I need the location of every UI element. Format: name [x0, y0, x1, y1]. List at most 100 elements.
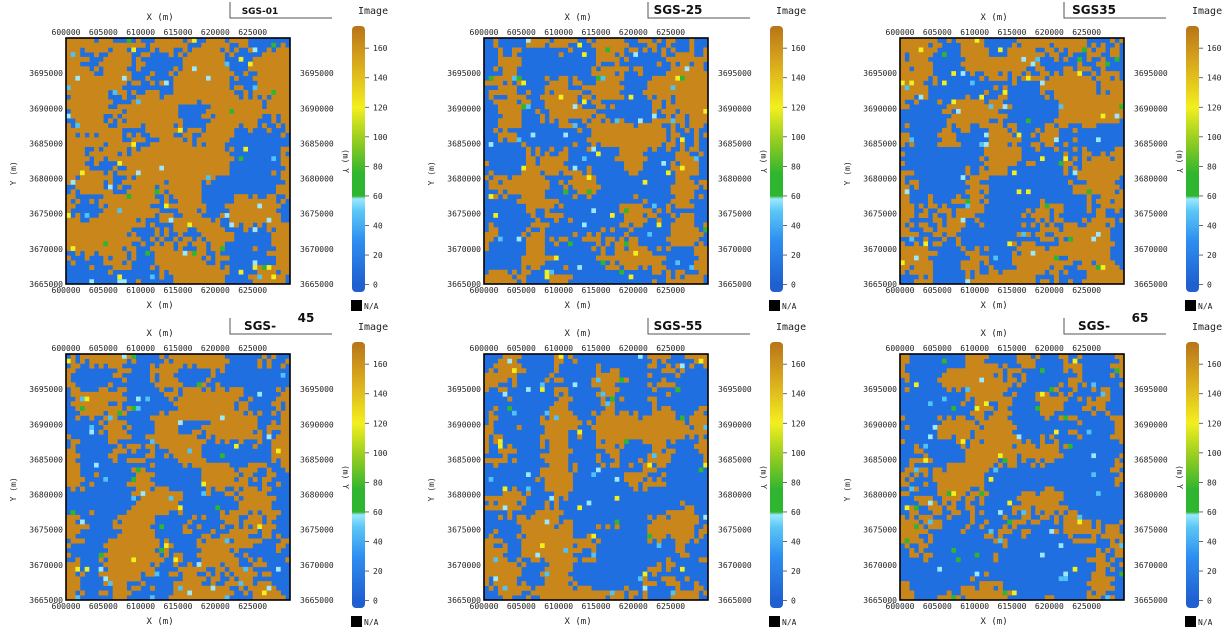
x-tick-top: 600000: [470, 28, 499, 37]
map-panel-4: 600000 600000 605000 605000 610000 610000 6150…: [9, 311, 388, 627]
x-tick-bottom: 610000: [544, 286, 573, 295]
y-tick-right: 3690000: [300, 420, 334, 429]
colorbar-title: Image: [776, 6, 806, 17]
y-tick-right: 3685000: [300, 139, 334, 148]
x-tick-top: 620000: [201, 28, 230, 37]
y-tick-right: 3675000: [300, 526, 334, 535]
y-tick-right: 3690000: [1134, 104, 1168, 113]
y-tick-right: 3675000: [1134, 526, 1168, 535]
y-tick-left: 3680000: [29, 491, 63, 500]
x-tick-bottom: 600000: [52, 602, 81, 611]
panel-title: SGS-55: [654, 319, 703, 333]
colorbar-tick: 60: [373, 508, 383, 517]
x-tick-top: 610000: [544, 28, 573, 37]
title-bracket: [1063, 318, 1166, 335]
y-tick-right: 3685000: [1134, 139, 1168, 148]
colorbar-tick: 60: [791, 192, 801, 201]
x-tick-bottom: 620000: [1035, 602, 1064, 611]
x-tick-bottom: 620000: [201, 602, 230, 611]
x-tick-bottom: 600000: [470, 602, 499, 611]
x-tick-bottom: 610000: [960, 602, 989, 611]
x-tick-bottom: 625000: [1072, 286, 1101, 295]
map-panel-5: 600000 600000 605000 605000 610000 610000 6150…: [427, 318, 806, 627]
x-tick-top: 615000: [582, 28, 611, 37]
y-tick-right: 3665000: [300, 280, 334, 289]
colorbar-tick: 40: [1207, 222, 1217, 231]
y-tick-right: 3690000: [718, 104, 752, 113]
x-tick-bottom: 605000: [923, 602, 952, 611]
x-tick-top: 610000: [960, 28, 989, 37]
x-tick-bottom: 615000: [998, 286, 1027, 295]
x-tick-top: 605000: [923, 28, 952, 37]
colorbar-tick: 0: [1207, 597, 1212, 606]
y-tick-left: 3695000: [29, 69, 63, 78]
x-tick-bottom: 600000: [470, 286, 499, 295]
colorbar-title: Image: [358, 322, 388, 333]
colorbar-tick: 0: [791, 597, 796, 606]
colorbar-title: Image: [1192, 322, 1222, 333]
colorbar-tick: 40: [1207, 538, 1217, 547]
x-tick-top: 610000: [960, 344, 989, 353]
x-tick-top: 620000: [201, 344, 230, 353]
x-tick-bottom: 610000: [960, 286, 989, 295]
colorbar-tick: 140: [791, 74, 806, 83]
colorbar-tick: 160: [791, 360, 806, 369]
y-tick-right: 3690000: [718, 420, 752, 429]
x-tick-top: 625000: [656, 28, 685, 37]
x-tick-top: 625000: [1072, 28, 1101, 37]
x-tick-top: 620000: [1035, 28, 1064, 37]
y-tick-right: 3690000: [300, 104, 334, 113]
panel-title: SGS-01: [242, 7, 279, 17]
map-panel-3: 600000 600000 605000 605000 610000 610000 6150…: [843, 2, 1222, 311]
colorbar-tick: 140: [1207, 74, 1222, 83]
colorbar: [352, 26, 365, 292]
colorbar-title: Image: [1192, 6, 1222, 17]
y-tick-right: 3695000: [300, 385, 334, 394]
y-tick-left: 3680000: [447, 175, 481, 184]
x-tick-top: 600000: [470, 344, 499, 353]
colorbar-tick: 100: [1207, 133, 1222, 142]
y-tick-left: 3665000: [447, 280, 481, 289]
y-tick-left: 3690000: [447, 104, 481, 113]
y-tick-right: 3685000: [1134, 455, 1168, 464]
x-tick-bottom: 610000: [126, 286, 155, 295]
y-tick-left: 3680000: [863, 175, 897, 184]
map-raster: [66, 354, 291, 601]
colorbar-tick: 160: [791, 44, 806, 53]
colorbar-tick: 20: [1207, 251, 1217, 260]
x-tick-bottom: 610000: [126, 602, 155, 611]
y-tick-right: 3680000: [1134, 175, 1168, 184]
na-label: N/A: [782, 618, 797, 627]
colorbar-tick: 160: [1207, 44, 1222, 53]
y-tick-right: 3665000: [1134, 596, 1168, 605]
colorbar-tick: 60: [1207, 192, 1217, 201]
y-tick-right: 3665000: [1134, 280, 1168, 289]
map-raster: [66, 38, 291, 285]
x-axis-label-top: X (m): [981, 329, 1008, 339]
x-tick-top: 615000: [582, 344, 611, 353]
x-tick-top: 615000: [164, 344, 193, 353]
colorbar-tick: 80: [791, 162, 801, 171]
x-tick-top: 615000: [998, 344, 1027, 353]
y-tick-right: 3685000: [718, 139, 752, 148]
colorbar-tick: 20: [791, 251, 801, 260]
x-axis-label-bottom: X (m): [147, 617, 174, 627]
colorbar-tick: 100: [1207, 449, 1222, 458]
x-tick-bottom: 605000: [507, 286, 536, 295]
y-tick-right: 3670000: [1134, 561, 1168, 570]
y-tick-right: 3670000: [1134, 245, 1168, 254]
x-tick-bottom: 600000: [886, 286, 915, 295]
y-tick-right: 3680000: [718, 491, 752, 500]
colorbar-tick: 40: [791, 222, 801, 231]
na-swatch: [351, 616, 362, 627]
na-label: N/A: [364, 618, 379, 627]
x-tick-bottom: 625000: [656, 286, 685, 295]
panel-title: SGS35: [1072, 3, 1116, 17]
x-tick-top: 625000: [656, 344, 685, 353]
y-tick-right: 3695000: [718, 385, 752, 394]
y-tick-left: 3665000: [29, 280, 63, 289]
na-swatch: [769, 300, 780, 311]
x-axis-label-bottom: X (m): [981, 617, 1008, 627]
y-axis-label-left: Y (m): [427, 161, 436, 185]
y-tick-left: 3680000: [29, 175, 63, 184]
